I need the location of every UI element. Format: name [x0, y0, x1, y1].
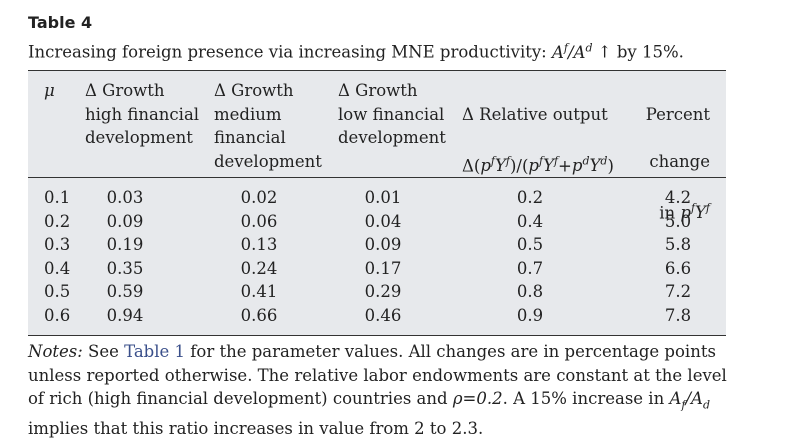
cell-g-high: 0.35: [106, 258, 144, 278]
table-1-link[interactable]: Table 1: [124, 342, 186, 361]
cell-g-high: 0.94: [106, 305, 144, 325]
relative-output-formula: Δ(pfYf)/(pfYf+pdYd): [462, 154, 614, 176]
header-growth-low: Δ Growth low financial development: [338, 81, 446, 147]
header-divider: [28, 177, 726, 178]
header-relative-output: Δ Relative output Δ(pfYf)/(pfYf+pdYd): [462, 79, 614, 201]
caption-tail: ↑ by 15%.: [592, 42, 684, 62]
cell-g-low: 0.04: [364, 211, 402, 231]
caption-text: Increasing foreign presence via increasi…: [28, 42, 552, 62]
cell-pct-change: 6.6: [664, 258, 692, 278]
cell-mu: 0.2: [44, 211, 71, 231]
cell-mu: 0.6: [44, 305, 71, 325]
cell-rel-output: 0.9: [516, 305, 544, 325]
cell-g-medium: 0.06: [240, 211, 278, 231]
cell-mu: 0.3: [44, 235, 71, 254]
cell-rel-output: 0.8: [516, 282, 544, 301]
cell-pct-change: 7.8: [664, 305, 692, 325]
cell-pct-change: 5.0: [664, 211, 692, 231]
table-caption: Increasing foreign presence via increasi…: [28, 37, 684, 64]
cell-rel-output: 0.4: [516, 211, 544, 231]
cell-g-low: 0.17: [364, 258, 402, 278]
cell-g-medium: 0.02: [240, 188, 278, 207]
notes-label: Notes:: [28, 342, 83, 361]
cell-rel-output: 0.7: [516, 258, 544, 278]
cell-g-medium: 0.13: [240, 235, 278, 254]
table-notes: Notes: See Table 1 for the parameter val…: [28, 342, 727, 438]
cell-mu: 0.4: [44, 258, 71, 278]
cell-pct-change: 7.2: [664, 282, 692, 301]
cell-pct-change: 5.8: [664, 235, 692, 254]
cell-rel-output: 0.5: [516, 235, 544, 254]
cell-mu: 0.5: [44, 282, 71, 301]
cell-g-low: 0.09: [364, 235, 402, 254]
header-percent-change: Percent change in pfYf: [645, 104, 710, 223]
cell-pct-change: 4.2: [664, 188, 692, 207]
caption-math-af: Af/Ad: [551, 41, 593, 62]
cell-g-medium: 0.66: [240, 305, 278, 325]
ratio-expression: Af/Ad: [669, 389, 710, 412]
cell-g-high: 0.19: [106, 235, 144, 254]
table-label: Table 4: [28, 13, 93, 32]
header-mu: μ: [44, 81, 55, 100]
cell-g-medium: 0.24: [240, 258, 278, 278]
cell-g-high: 0.09: [106, 211, 144, 231]
header-growth-high: Δ Growth high financial development: [85, 81, 200, 147]
cell-g-high: 0.03: [106, 188, 144, 207]
cell-g-low: 0.29: [364, 282, 402, 301]
cell-g-low: 0.01: [364, 188, 402, 207]
cell-g-medium: 0.41: [240, 282, 278, 301]
rho-expression: ρ=0.2: [452, 389, 503, 408]
cell-g-low: 0.46: [364, 305, 402, 325]
cell-mu: 0.1: [44, 188, 71, 207]
cell-rel-output: 0.2: [516, 188, 544, 207]
data-table: μ Δ Growth high financial development Δ …: [28, 70, 726, 336]
header-growth-medium: Δ Growth medium financial development: [214, 81, 322, 171]
cell-g-high: 0.59: [106, 282, 144, 301]
